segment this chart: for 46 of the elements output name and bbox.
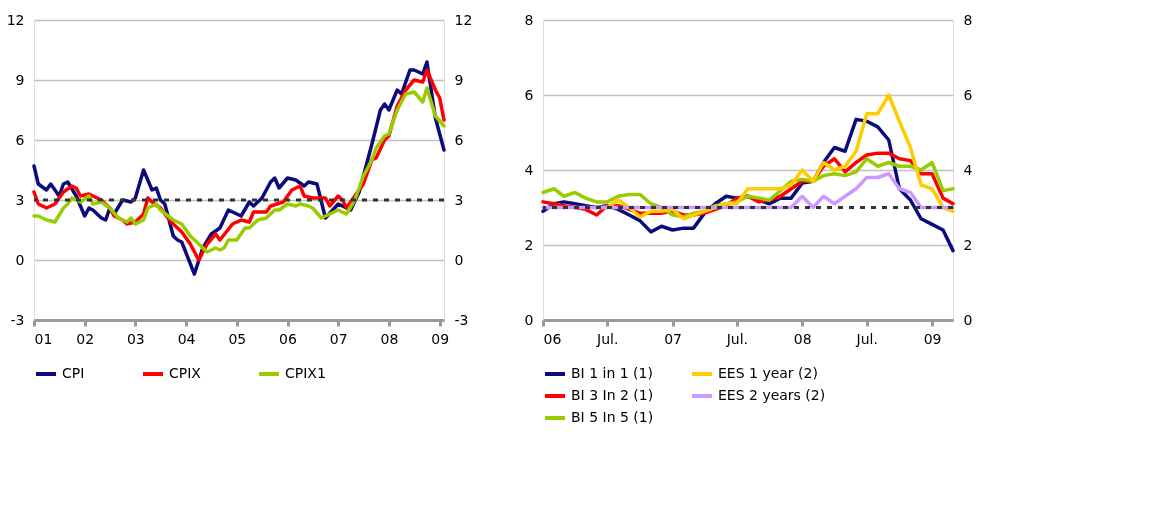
x-tick-label: 02 <box>76 330 95 347</box>
legend-label: CPIX <box>169 365 202 381</box>
y2-tick-label: 8 <box>963 11 973 28</box>
x-tick-label: 09 <box>923 330 942 347</box>
y-tick-label: 9 <box>15 71 25 88</box>
y-tick-label: 3 <box>15 191 25 208</box>
legend-label: BI 5 In 5 (1) <box>571 409 654 425</box>
x-tick-label: 06 <box>279 330 298 347</box>
y-tick-label: 0 <box>524 311 534 328</box>
legend-label: EES 1 year (2) <box>718 365 818 381</box>
y2-tick-label: 4 <box>963 161 973 178</box>
x-tick-label: 07 <box>664 330 682 347</box>
x-tick-label: 08 <box>380 330 399 347</box>
y2-tick-label: 6 <box>454 131 464 148</box>
y-tick-label: 8 <box>524 11 534 28</box>
x-tick-label: 03 <box>126 330 145 347</box>
x-tick-label: 01 <box>34 330 53 347</box>
y2-tick-label: 0 <box>963 311 973 328</box>
legend-label: BI 3 In 2 (1) <box>571 387 654 403</box>
legend-label: EES 2 years (2) <box>718 387 826 403</box>
x-tick-label: 04 <box>177 330 196 347</box>
y2-tick-label: 0 <box>454 251 464 268</box>
y-tick-label: 0 <box>15 251 25 268</box>
y-tick-label: 6 <box>15 131 25 148</box>
y2-tick-label: 9 <box>454 71 464 88</box>
legend-label: BI 1 in 1 (1) <box>571 365 653 381</box>
y-tick-label: -3 <box>10 311 25 328</box>
legend-label: CPIX1 <box>285 365 326 381</box>
x-tick-label: 08 <box>793 330 812 347</box>
x-tick-label: 09 <box>431 330 450 347</box>
y2-tick-label: 2 <box>963 236 973 253</box>
y2-tick-label: 3 <box>454 191 464 208</box>
x-tick-label: 05 <box>228 330 247 347</box>
y-tick-label: 6 <box>524 86 534 103</box>
x-tick-label: 06 <box>543 330 562 347</box>
y-tick-label: 2 <box>524 236 534 253</box>
x-tick-label: Jul. <box>596 330 619 347</box>
x-tick-label: Jul. <box>725 330 748 347</box>
y2-tick-label: 12 <box>454 11 473 28</box>
y-tick-label: 12 <box>6 11 25 28</box>
x-tick-label: Jul. <box>855 330 878 347</box>
y2-tick-label: 6 <box>963 86 973 103</box>
y2-tick-label: -3 <box>454 311 469 328</box>
x-tick-label: 07 <box>329 330 348 347</box>
y-tick-label: 4 <box>524 161 534 178</box>
legend-label: CPI <box>62 365 85 381</box>
